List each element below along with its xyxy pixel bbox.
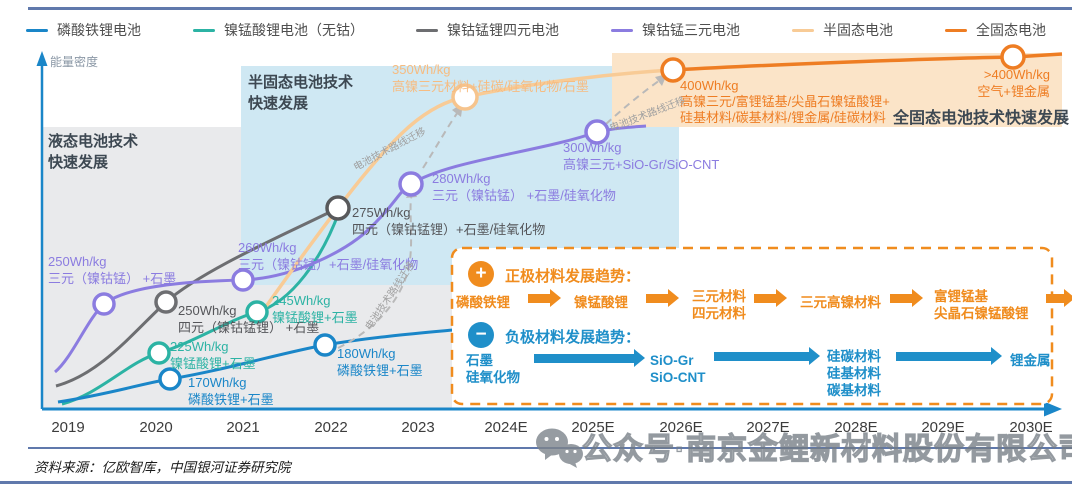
label-180: 180Wh/kg 磷酸铁锂+石墨 [337,346,423,378]
anode-trend-title: 负极材料发展趋势： [505,329,641,346]
legend-item-lfp: 磷酸铁锂电池 [26,20,141,40]
x-tick: 2029E [921,419,965,436]
arrow-right-icon [534,349,645,367]
label-400: 400Wh/kg 高镍三元/富锂锰基/尖晶石镍锰酸锂+ 硅基材料/碳基材料/锂金属/… [680,78,890,125]
legend-item-quaternary: 镍钴锰锂四元电池 [416,20,559,40]
x-tick: 2027E [746,419,790,436]
y-axis-arrow-icon [36,51,48,66]
arrow-right-icon [528,289,561,307]
arrow-right-icon [890,289,923,307]
cathode-step: 三元高镍材料 [800,295,881,310]
region-label-liquid: 液态电池技术 快速发展 [48,133,139,171]
plus-icon: + [468,261,494,287]
y-axis-title: 能量密度 [50,55,99,69]
arrow-right-icon [714,347,820,365]
top-border [28,7,1072,10]
legend-item-solid: 全固态电池 [945,20,1046,40]
legend: 磷酸铁锂电池 镍锰酸锂电池（无钴） 镍钴锰锂四元电池 镍钴锰三元电池 半固态电池… [0,20,1072,40]
label-260: 260Wh/kg 三元（镍钴锰）+石墨/硅氧化物 [238,240,419,272]
legend-item-ncm: 镍钴锰三元电池 [611,20,740,40]
anode-step: 硅碳材料 硅基材料 碳基材料 [827,349,881,398]
legend-swatch [193,28,215,32]
wechat-icon [536,428,583,468]
region-label-semisolid: 半固态电池技术 快速发展 [248,74,354,112]
anode-step: SiO-Gr SiO-CNT [650,353,706,385]
legend-label: 半固态电池 [823,22,893,38]
cathode-step: 三元材料 四元材料 [692,289,746,321]
legend-swatch [792,28,814,32]
legend-label: 镍锰酸锂电池（无钴） [224,22,364,38]
arrow-right-icon [754,289,787,307]
x-tick: 2030E [1009,419,1053,436]
label-300: 300Wh/kg 高镍三元+SiO-Gr/SiO-CNT [563,140,720,172]
x-tick: 2019 [51,419,85,436]
arrow-right-icon [1046,289,1072,307]
x-tick: 2025E [571,419,615,436]
label-350: 350Wh/kg 高镍三元材料+硅碳/硅氧化物/石墨 [392,62,589,94]
label-250-ternary: 250Wh/kg 三元（镍钴锰） +石墨 [48,254,177,286]
x-tick: 2026E [659,419,703,436]
legend-swatch [945,28,967,32]
arrow-right-icon [896,347,1002,365]
x-tick: 2022 [314,419,348,436]
cathode-step: 磷酸铁锂 [456,295,510,310]
anode-step: 锂金属 [1010,353,1051,368]
minus-icon: − [468,322,494,348]
legend-item-lnmo: 镍锰酸锂电池（无钴） [193,20,364,40]
legend-swatch [26,28,48,32]
label-225: 225Wh/kg 镍锰酸锂+石墨 [170,339,256,371]
label-275: 275Wh/kg 四元（镍钴锰锂）+石墨/硅氧化物 [352,205,546,237]
x-tick: 2023 [401,419,435,436]
bottom-border [0,481,1072,484]
label-280: 280Wh/kg 三元（镍钴锰） +石墨/硅氧化物 [432,171,616,203]
x-tick: 2020 [139,419,173,436]
label-400plus: >400Wh/kg 空气+锂金属 [977,67,1050,99]
legend-label: 全固态电池 [976,22,1046,38]
source-note: 资料来源：亿欧智库，中国银河证券研究院 [34,460,291,475]
arrow-right-icon [646,289,679,307]
cathode-trend-title: 正极材料发展趋势： [505,268,641,285]
legend-label: 镍钴锰三元电池 [642,22,740,38]
material-trend-box: + 正极材料发展趋势： 磷酸铁锂 镍锰酸锂 三元材料 四元材料 三元高镍材料 富… [452,248,1072,404]
cathode-step: 富锂锰基 尖晶石镍锰酸锂 [934,289,1029,321]
x-tick: 2024E [484,419,528,436]
anode-step: 石墨 硅氧化物 [466,353,520,385]
legend-item-semisolid: 半固态电池 [792,20,893,40]
legend-label: 磷酸铁锂电池 [57,22,141,38]
label-245: 245Wh/kg 镍锰酸锂+石墨 [272,293,358,325]
label-170: 170Wh/kg 磷酸铁锂+石墨 [188,375,274,407]
legend-label: 镍钴锰锂四元电池 [447,22,559,38]
region-label-solid: 全固态电池技术快速发展 [893,110,1070,127]
legend-swatch [611,28,633,32]
x-tick: 2028E [834,419,878,436]
legend-swatch [416,28,438,32]
x-tick: 2021 [226,419,260,436]
cathode-step: 镍锰酸锂 [574,295,628,310]
watermark-text: 公众号·南京金鲤新材料股份有限公司 [581,432,1072,466]
